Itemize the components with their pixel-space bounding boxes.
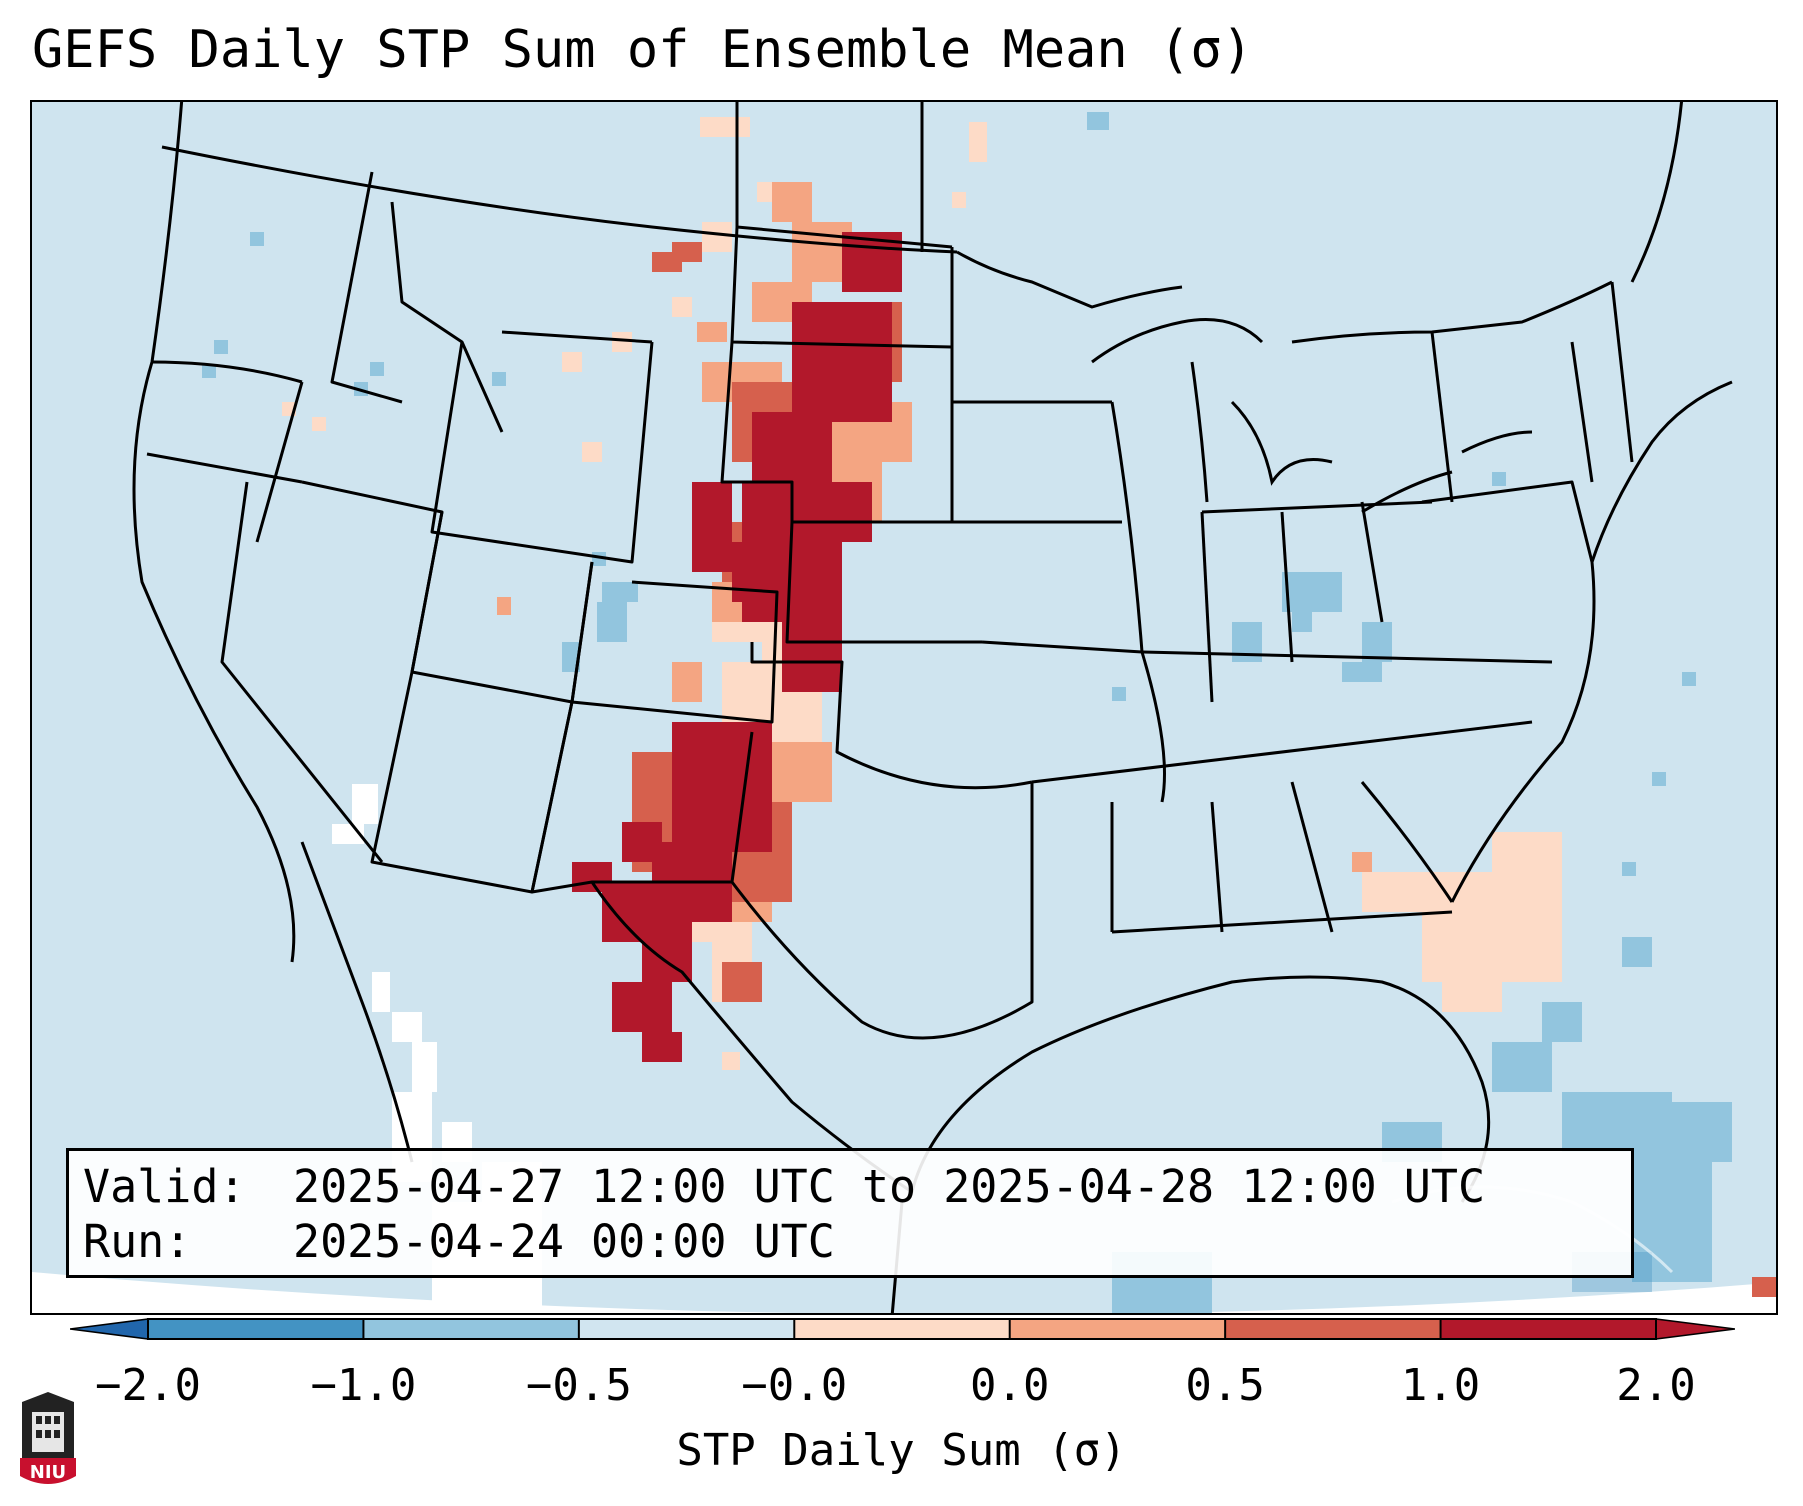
colorbar-tick-label: 0.0 (969, 1360, 1050, 1411)
colorbar-tick-labels: −2.0 −1.0 −0.5 −0.0 0.0 0.5 1.0 2.0 (0, 1360, 1803, 1420)
valid-run-info-box: Valid: 2025-04-27 12:00 UTC to 2025-04-28… (66, 1148, 1634, 1278)
colorbar (70, 1318, 1735, 1340)
colorbar-tick-label: −0.0 (741, 1360, 848, 1411)
plot-title: GEFS Daily STP Sum of Ensemble Mean (σ) (32, 20, 1253, 80)
colorbar-segment (1440, 1319, 1657, 1339)
colorbar-segment (363, 1319, 580, 1339)
colorbar-segment (578, 1319, 795, 1339)
colorbar-extend-min (70, 1318, 149, 1340)
colorbar-tick-label: 0.5 (1185, 1360, 1265, 1411)
colorbar-segment (148, 1319, 364, 1339)
colorbar-segments (148, 1319, 1657, 1339)
political-boundaries (132, 102, 1733, 1313)
valid-line: Valid: 2025-04-27 12:00 UTC to 2025-04-28… (83, 1159, 1631, 1214)
colorbar-tick-label: 2.0 (1616, 1360, 1696, 1411)
colorbar-extend-max (1655, 1318, 1735, 1340)
colorbar-tick-label: −2.0 (95, 1360, 201, 1411)
colorbar-ticks (147, 1319, 1657, 1339)
colorbar-segment (1225, 1319, 1442, 1339)
niu-logo-icon (20, 1392, 76, 1484)
niu-logo-text: NIU (29, 1462, 67, 1483)
colorbar-label: STP Daily Sum (σ) (676, 1425, 1127, 1476)
map-panel (30, 100, 1778, 1315)
run-key: Run: (83, 1215, 192, 1268)
colorbar-tick-label: 1.0 (1400, 1360, 1481, 1411)
moderate-positive-cells (497, 182, 1372, 922)
great-lakes (1091, 318, 1533, 514)
weak-positive-cells (282, 117, 1562, 1070)
run-value: 2025-04-24 00:00 UTC (293, 1215, 835, 1268)
colorbar-tick-label: −0.5 (525, 1360, 632, 1411)
run-line: Run: 2025-04-24 00:00 UTC (83, 1214, 1631, 1269)
colorbar-tick-label: −1.0 (310, 1360, 417, 1411)
negative-anomaly-cells (202, 112, 1732, 1313)
projection-edge (32, 1272, 1776, 1313)
colorbar-segment (1009, 1319, 1226, 1339)
map-canvas (32, 102, 1776, 1313)
valid-key: Valid: (83, 1160, 246, 1213)
valid-value: 2025-04-27 12:00 UTC to 2025-04-28 12:00… (293, 1160, 1486, 1213)
colorbar-segment (794, 1319, 1011, 1339)
niu-logo: NIU (18, 1392, 78, 1488)
